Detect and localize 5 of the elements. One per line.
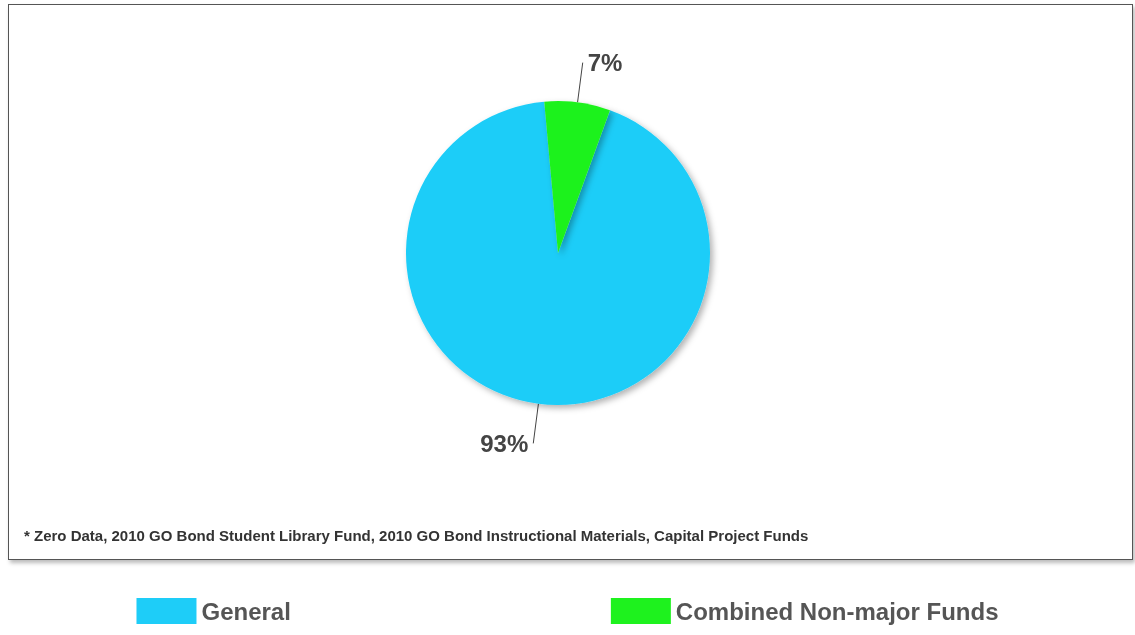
legend-label: Combined Non-major Funds (675, 597, 999, 625)
data-label: 93% (480, 429, 529, 457)
data-label: 7% (587, 49, 623, 77)
text: * Zero Data, 2010 GO Bond Student Library Fund, 2010 GO Bond Instructional Materials, Capital Project Funds (24, 527, 809, 544)
legend-label: General (201, 597, 291, 625)
